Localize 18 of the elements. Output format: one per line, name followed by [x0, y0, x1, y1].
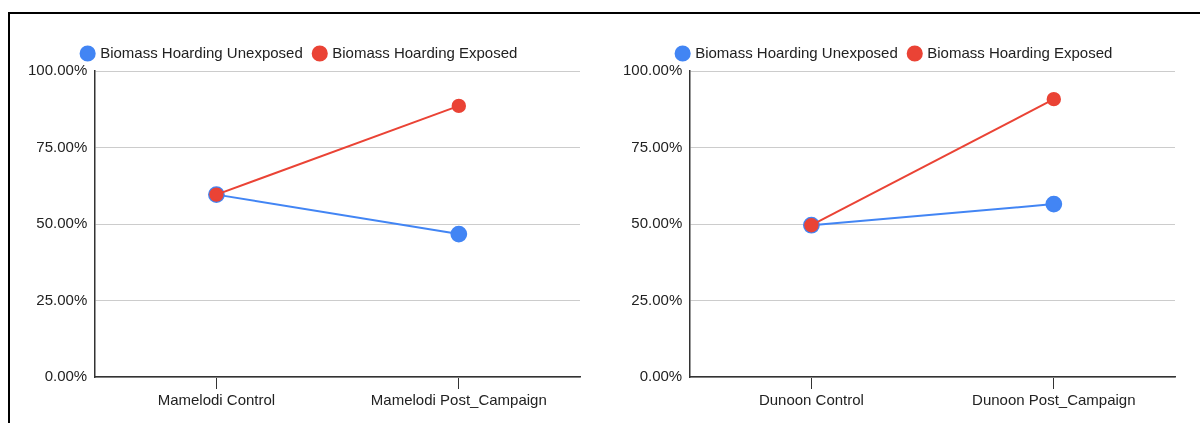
- y-tick-label: 100.00%: [28, 61, 88, 79]
- legend-label: Biomass Hoarding Exposed: [332, 43, 518, 61]
- x-tick-label: Dunoon Post_Campaign: [972, 391, 1136, 409]
- y-tick-label: 50.00%: [36, 214, 88, 232]
- y-tick-label: 0.00%: [639, 367, 683, 385]
- x-tick-label: Mamelodi Control: [157, 391, 276, 409]
- y-tick-label: 0.00%: [44, 367, 88, 385]
- legend-label: Biomass Hoarding Unexposed: [695, 43, 898, 61]
- legend-label: Biomass Hoarding Exposed: [927, 43, 1113, 61]
- y-tick-label: 75.00%: [631, 137, 683, 155]
- y-tick-label: 25.00%: [36, 290, 88, 308]
- x-tick-label: Dunoon Control: [758, 391, 864, 409]
- y-tick-label: 75.00%: [36, 137, 88, 155]
- y-tick-label: 25.00%: [631, 290, 683, 308]
- y-tick-label: 50.00%: [631, 214, 683, 232]
- y-tick-label: 100.00%: [623, 61, 683, 79]
- x-tick-label: Mamelodi Post_Campaign: [370, 391, 547, 409]
- legend-label: Biomass Hoarding Unexposed: [100, 43, 303, 61]
